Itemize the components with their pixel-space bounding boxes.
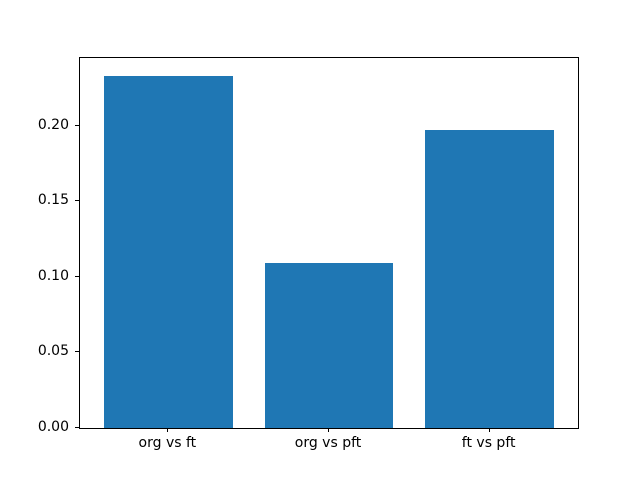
y-tick-label: 0.20: [37, 116, 69, 133]
y-tick-label: 0.10: [37, 267, 69, 284]
y-tick-mark: [75, 427, 79, 428]
x-tick-mark: [328, 428, 329, 432]
y-tick-mark: [75, 124, 79, 126]
y-tick-label: 0.00: [37, 419, 69, 435]
y-tick-mark: [75, 200, 79, 202]
bar-org-vs-ft: [104, 76, 233, 428]
bar-ft-vs-pft: [425, 130, 554, 428]
x-tick-mark: [488, 428, 490, 432]
y-tick-mark: [75, 351, 79, 353]
y-tick-label: 0.05: [37, 343, 69, 360]
y-tick-label: 0.15: [37, 192, 69, 209]
plot-area: [79, 57, 579, 429]
x-tick-label: ft vs pft: [461, 435, 516, 451]
x-tick-label: org vs ft: [138, 435, 197, 451]
x-tick-mark: [167, 428, 169, 432]
bar-org-vs-pft: [264, 263, 394, 428]
y-tick-mark: [75, 275, 79, 277]
x-tick-label: org vs pft: [294, 435, 362, 451]
